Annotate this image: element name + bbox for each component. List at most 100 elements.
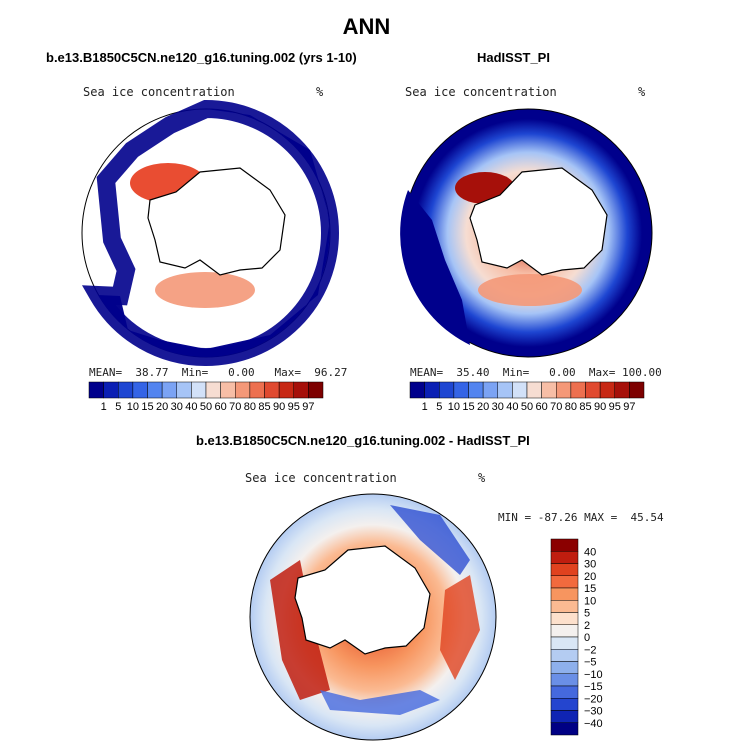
colorbar-swatch [614, 381, 630, 399]
max-label: Max= [274, 366, 302, 379]
colorbar-tick-label: 20 [156, 401, 168, 413]
colorbar-swatch [293, 381, 309, 399]
colorbar-swatch [118, 381, 134, 399]
colorbar-tick-label: 85 [579, 401, 591, 413]
colorbar-swatch [550, 624, 579, 638]
map-panel-1 [81, 99, 340, 367]
colorbar-tick-label: 10 [448, 401, 460, 413]
colorbar-tick-label: 95 [288, 401, 300, 413]
colorbar-swatch [161, 381, 177, 399]
min-value: 0.00 [228, 366, 255, 379]
colorbar-swatch [453, 381, 469, 399]
panel-1-units: % [316, 85, 324, 99]
colorbar-swatch [550, 649, 579, 662]
colorbar-tick-label: 5 [115, 401, 121, 413]
colorbar-tick-label: 90 [273, 401, 285, 413]
antarctica-landmass [147, 167, 286, 276]
colorbar-swatch [550, 710, 579, 723]
panel-2-units: % [638, 85, 646, 99]
colorbar-swatch [103, 381, 119, 399]
colorbar-tick-label: 15 [141, 401, 153, 413]
colorbar-tick-label: 20 [477, 401, 489, 413]
colorbar-tick-label: 0 [584, 632, 590, 644]
colorbar-swatch [550, 612, 579, 625]
panel-3-units: % [478, 471, 486, 485]
colorbar-swatch [424, 381, 440, 399]
negative-anomaly [390, 505, 470, 575]
colorbar-tick-label: 50 [521, 401, 533, 413]
ross-ice [478, 274, 582, 306]
west-ocean [400, 190, 470, 345]
colorbar-swatch [132, 381, 148, 399]
colorbar-tick-label: 30 [492, 401, 504, 413]
colorbar-swatch [512, 381, 528, 399]
colorbar-tick-label: 97 [623, 401, 635, 413]
positive-anomaly [270, 560, 330, 700]
colorbar-tick-label: 60 [536, 401, 548, 413]
colorbar-swatch [550, 538, 579, 552]
colorbar-tick-label: 90 [594, 401, 606, 413]
colorbar-tick-label: 40 [506, 401, 518, 413]
ross-ice [155, 272, 255, 308]
colorbar-swatch [220, 381, 236, 399]
colorbar-tick-label: 15 [462, 401, 474, 413]
colorbar-swatch [176, 381, 192, 399]
panel-3-variable: Sea ice concentration [245, 471, 397, 485]
colorbar-swatch [205, 381, 221, 399]
min-label: Min= [181, 366, 209, 379]
colorbar-tick-label: −2 [584, 644, 597, 656]
antarctica-landmass [469, 167, 608, 276]
colorbar-tick-label: 5 [584, 608, 590, 620]
ocean-band [81, 99, 340, 367]
colorbar-swatch [556, 381, 572, 399]
min-value: 0.00 [549, 366, 576, 379]
colorbar-panel-1: 1 5 10 15 20 30 40 50 60 70 80 85 90 95 97 [88, 381, 324, 413]
colorbar-tick-label: −20 [584, 693, 603, 705]
colorbar-swatch [497, 381, 513, 399]
colorbar-swatch [409, 381, 425, 399]
colorbar-panel-2: 1 5 10 15 20 30 40 50 60 70 80 85 90 95 97 [409, 381, 645, 413]
colorbar-tick-label: 1 [422, 401, 428, 413]
colorbar-tick-label: 95 [609, 401, 621, 413]
colorbar-swatch [570, 381, 586, 399]
panel-2-variable: Sea ice concentration [405, 85, 557, 99]
colorbar-tick-label: −30 [584, 706, 603, 718]
antarctica-landmass [294, 545, 431, 655]
panel-1-stats: MEAN= 38.77 Min= 0.00 Max= 96.27 [89, 366, 347, 379]
colorbar-swatch [550, 673, 579, 687]
colorbar-tick-label: 15 [584, 583, 596, 595]
panel-1-title: b.e13.B1850C5CN.ne120_g16.tuning.002 (yr… [46, 50, 357, 65]
colorbar-tick-label: 80 [244, 401, 256, 413]
min-label: Min= [502, 366, 530, 379]
panel-3-stats: MIN = -87.26 MAX = 45.54 [498, 511, 664, 524]
colorbar-tick-label: 30 [584, 559, 596, 571]
colorbar-swatch [468, 381, 484, 399]
panel-3-title: b.e13.B1850C5CN.ne120_g16.tuning.002 - H… [196, 433, 530, 448]
colorbar-tick-label: −10 [584, 669, 603, 681]
colorbar-tick-label: −15 [584, 681, 603, 693]
colorbar-swatch [249, 381, 265, 399]
map-panel-3 [249, 493, 497, 741]
colorbar-swatch [550, 698, 579, 711]
colorbar-swatch [585, 381, 601, 399]
colorbar-swatch [550, 600, 579, 613]
colorbar-swatch [147, 381, 163, 399]
colorbar-tick-label: 80 [565, 401, 577, 413]
colorbar-swatch [308, 381, 324, 399]
colorbar-tick-label: 30 [171, 401, 183, 413]
colorbar-swatch [541, 381, 557, 399]
max-label: Max= [588, 366, 616, 379]
colorbar-swatch [629, 381, 645, 399]
colorbar-tick-label: 5 [436, 401, 442, 413]
colorbar-swatch [439, 381, 455, 399]
max-value: 100.00 [622, 366, 662, 379]
colorbar-swatch [550, 636, 579, 650]
colorbar-swatch [88, 381, 104, 399]
colorbar-swatch [550, 563, 579, 576]
colorbar-swatch [482, 381, 498, 399]
colorbar-swatch [550, 722, 579, 736]
mean-label: MEAN= [410, 366, 444, 379]
colorbar-tick-label: 85 [258, 401, 270, 413]
colorbar-tick-label: 1 [101, 401, 107, 413]
